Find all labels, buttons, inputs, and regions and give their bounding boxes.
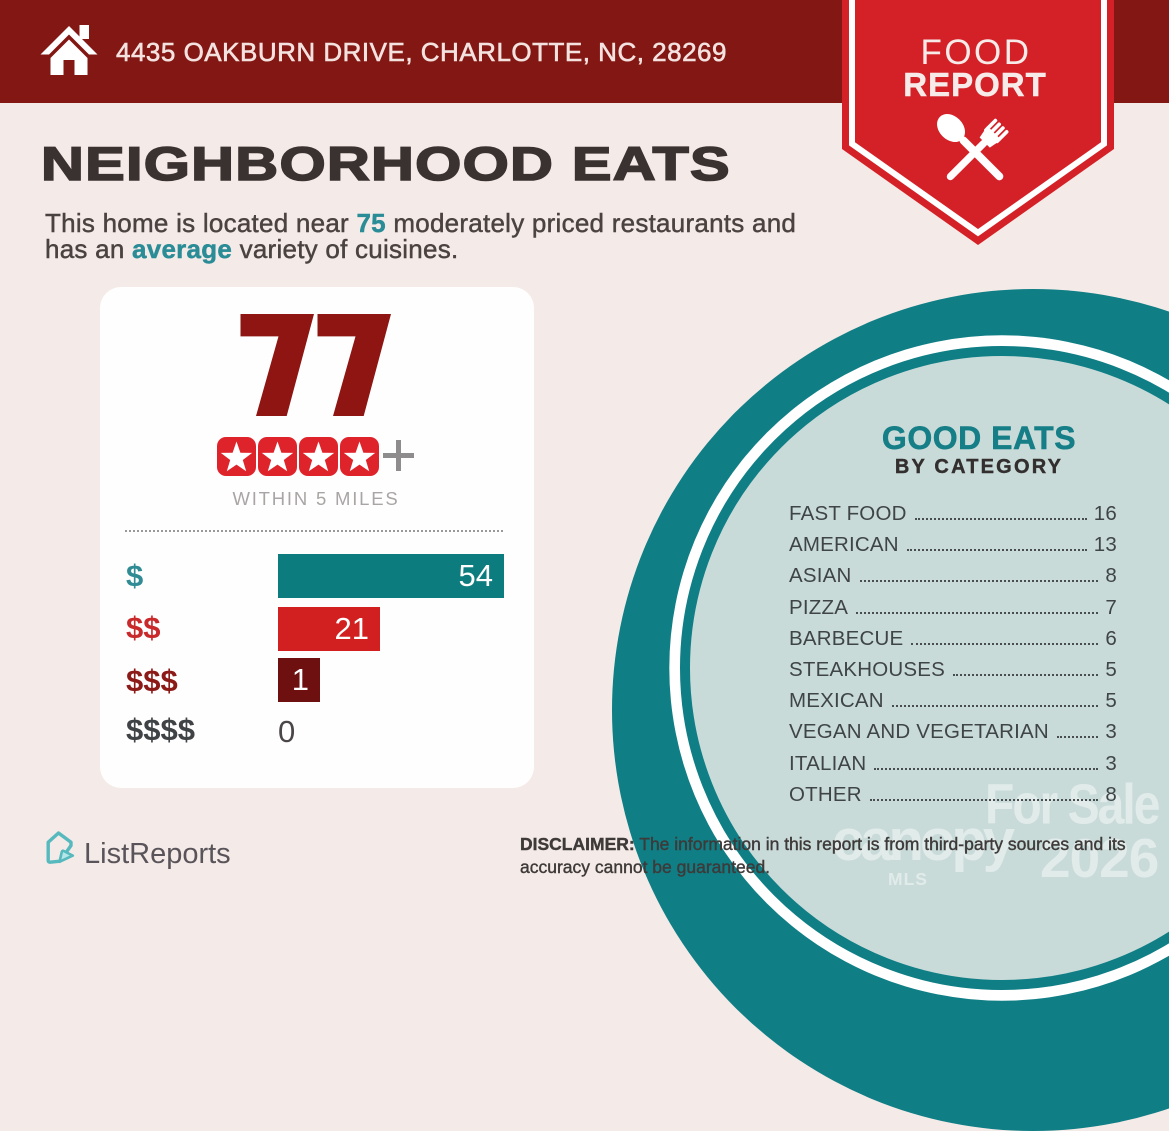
svg-text:FOOD: FOOD — [920, 33, 1031, 72]
svg-text:REPORT: REPORT — [903, 66, 1047, 103]
